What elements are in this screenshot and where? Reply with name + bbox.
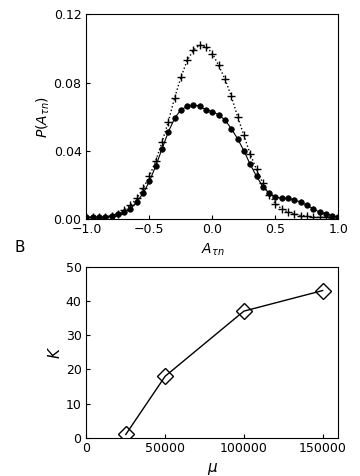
Text: B: B	[14, 240, 25, 256]
X-axis label: $A_{\tau n}$: $A_{\tau n}$	[201, 242, 224, 258]
X-axis label: $\mu$: $\mu$	[207, 461, 218, 476]
Y-axis label: $K$: $K$	[47, 346, 63, 359]
Y-axis label: $P(A_{\tau n})$: $P(A_{\tau n})$	[35, 96, 52, 138]
